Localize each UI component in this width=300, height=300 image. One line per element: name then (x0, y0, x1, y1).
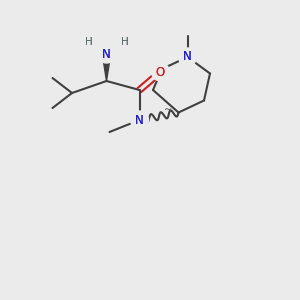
Text: H: H (121, 37, 128, 47)
Text: N: N (102, 47, 111, 61)
Polygon shape (102, 54, 111, 81)
Circle shape (152, 63, 169, 81)
Text: O: O (156, 65, 165, 79)
Text: O: O (156, 65, 165, 79)
Circle shape (178, 48, 196, 66)
Text: N: N (135, 113, 144, 127)
Text: ∼: ∼ (164, 104, 172, 115)
Text: N: N (102, 47, 111, 61)
Text: H: H (121, 37, 128, 47)
Circle shape (130, 111, 148, 129)
Text: N: N (183, 50, 192, 64)
Text: H: H (85, 37, 92, 47)
Circle shape (98, 45, 116, 63)
Text: N: N (135, 113, 144, 127)
Text: H: H (85, 37, 92, 47)
Text: N: N (183, 50, 192, 64)
